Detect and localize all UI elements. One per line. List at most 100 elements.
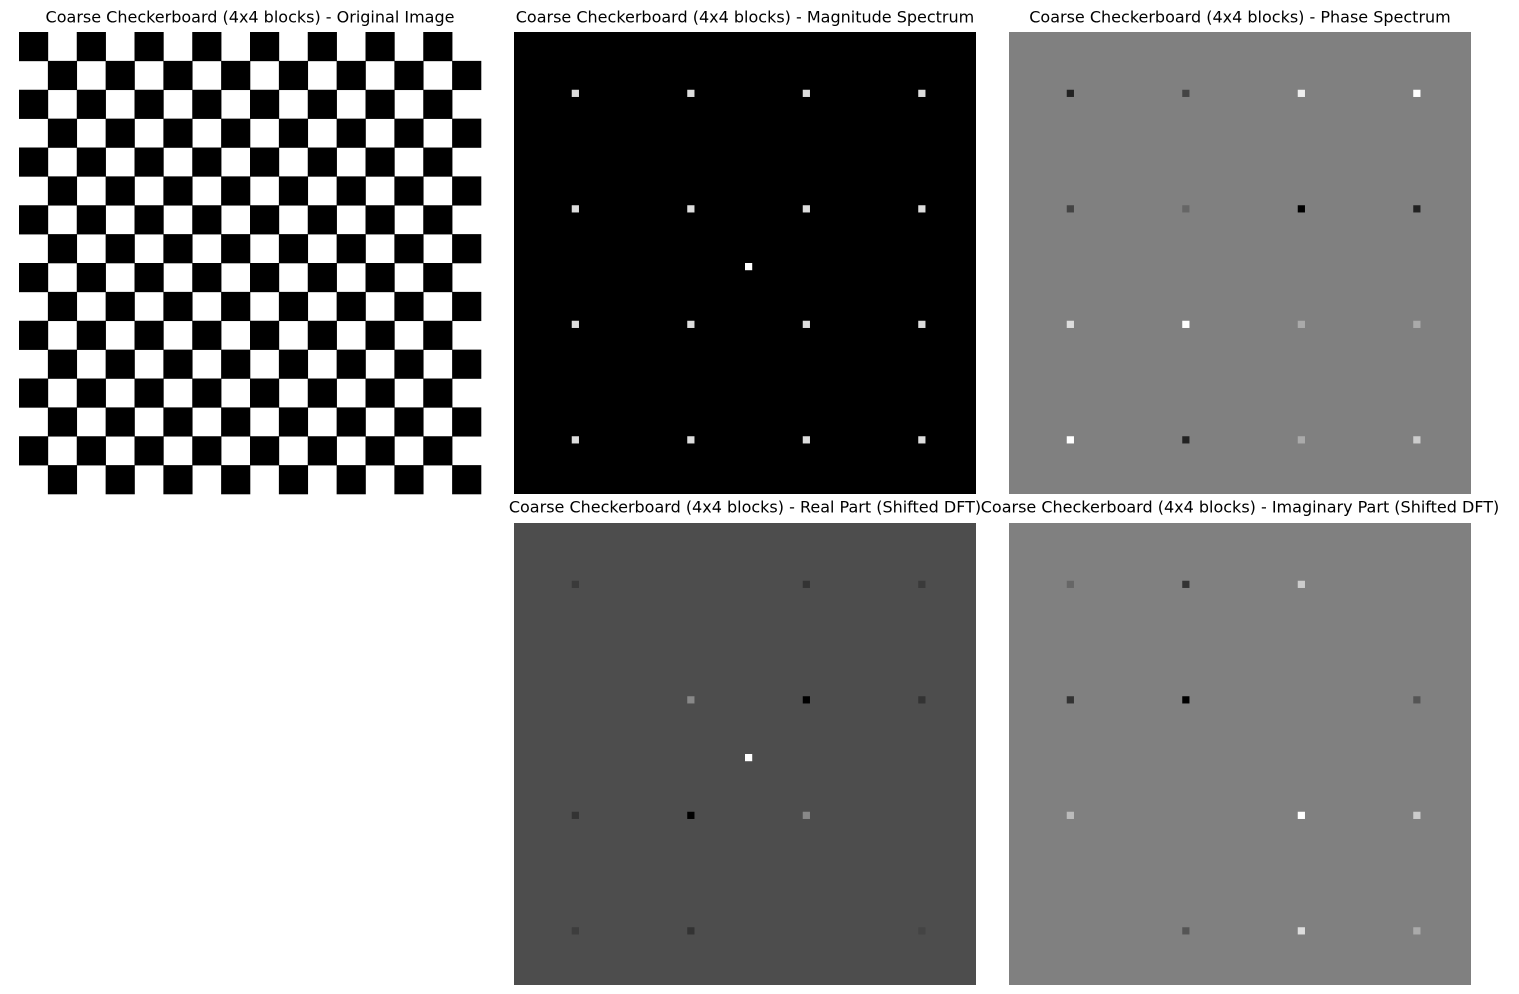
image-background [1009,523,1471,985]
checker-square [365,320,395,350]
pixel [1413,436,1421,444]
checker-square [394,407,424,437]
panel-title: Coarse Checkerboard (4x4 blocks) - Imagi… [981,498,1500,517]
checker-square [221,465,251,495]
checker-square [221,291,251,322]
pixel [918,436,926,444]
pixel [918,696,926,704]
pixel [687,205,695,213]
checker-square [47,118,78,148]
pixel [802,696,810,704]
checker-square [163,407,193,437]
checker-square [47,176,78,206]
checker-square [423,32,453,62]
pixel [1297,436,1305,444]
pixel [1413,205,1421,213]
checker-square [278,291,309,322]
checker-square [307,320,337,350]
checker-square [19,263,49,293]
panel-title: Coarse Checkerboard (4x4 blocks) - Magni… [516,8,974,27]
pixel [1182,927,1190,935]
checker-square [19,32,49,62]
checker-square [307,205,337,235]
pixel [1182,696,1190,704]
checker-square [221,118,251,148]
pixel [1413,696,1421,704]
checker-square [134,32,164,62]
checker-square [47,291,78,322]
checker-square [19,378,49,408]
pixel [802,811,810,819]
checker-square [365,436,395,466]
checker-square [365,147,395,177]
pixel [571,436,579,444]
checker-square [278,349,309,379]
checker-square [221,349,251,379]
pixel [1066,89,1074,97]
checker-square [250,32,280,62]
pixel [1066,811,1074,819]
pixel [571,811,579,819]
checker-square [250,89,280,119]
pixel [1413,927,1421,935]
checker-square [76,205,106,235]
pixel [1182,205,1190,213]
pixel [1413,320,1421,328]
pixel [918,205,926,213]
checker-square [452,407,482,437]
checker-square [423,378,453,408]
pixel [687,927,695,935]
checker-square [452,118,482,148]
checker-square [250,378,280,408]
checker-square [134,205,164,235]
checker-square [163,176,193,206]
panel-title: Coarse Checkerboard (4x4 blocks) - Origi… [46,8,455,27]
checker-square [452,234,482,264]
pixel [1182,320,1190,328]
checker-square [423,436,453,466]
checker-square [134,378,164,408]
pixel [687,436,695,444]
checker-square [250,205,280,235]
checker-square [76,436,106,466]
checker-square [394,60,424,91]
checker-square [19,320,49,350]
checker-square [365,89,395,119]
checker-square [192,263,222,293]
pixel [687,696,695,704]
pixel [918,927,926,935]
checker-square [307,32,337,62]
checker-square [365,205,395,235]
checker-square [105,176,135,206]
pixel [745,263,753,271]
checker-square [221,60,251,91]
checker-square [307,378,337,408]
checker-square [19,436,49,466]
checker-square [423,89,453,119]
checker-square [134,320,164,350]
checker-square [365,32,395,62]
checker-square [105,118,135,148]
pixel [1297,811,1305,819]
checker-square [192,32,222,62]
checker-square [336,176,366,206]
checker-square [105,407,135,437]
pixel [687,811,695,819]
pixel [1182,580,1190,588]
checker-square [394,118,424,148]
checker-square [76,32,106,62]
checker-square [394,465,424,495]
pixel [687,89,695,97]
checker-square [423,147,453,177]
pixel [1066,696,1074,704]
pixel [571,580,579,588]
checker-square [47,407,78,437]
checker-square [336,407,366,437]
pixel [1182,436,1190,444]
checker-square [47,60,78,91]
checker-square [192,205,222,235]
checker-square [365,378,395,408]
checker-square [19,205,49,235]
checker-square [105,60,135,91]
checker-square [250,436,280,466]
